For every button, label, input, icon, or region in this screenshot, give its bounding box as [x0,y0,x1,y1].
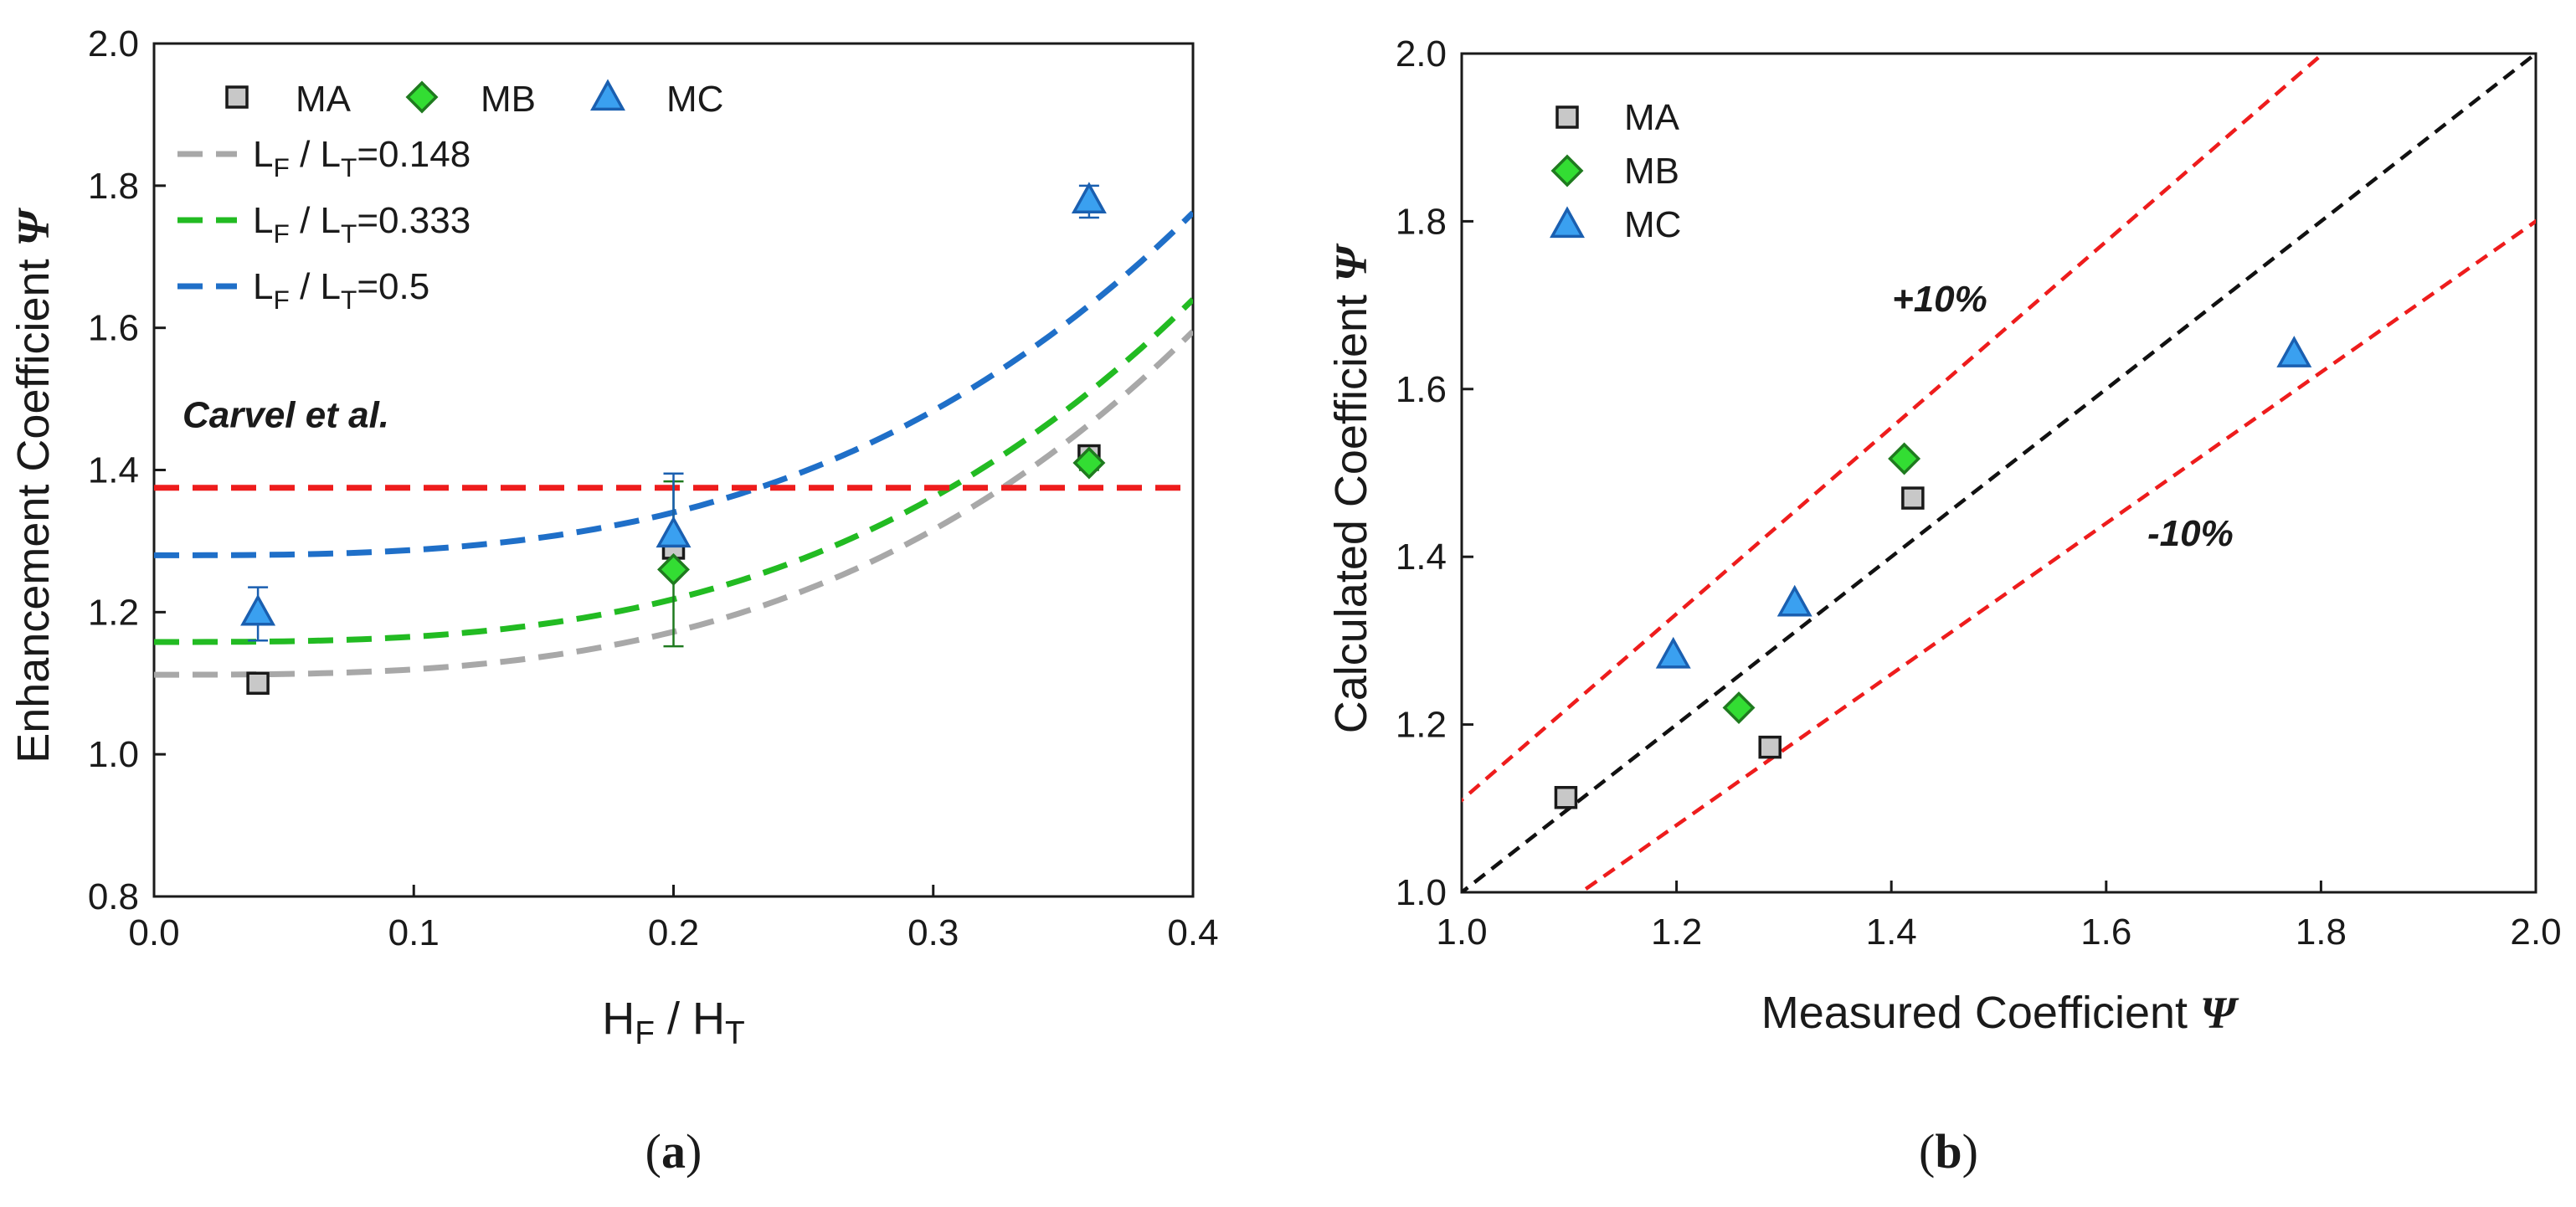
point-mc [1776,584,1812,617]
y-tick-label: 1.4 [88,450,139,491]
x-tick-label: 1.8 [2296,912,2347,953]
point-mc [240,593,276,626]
point-mb [1722,691,1756,725]
x-axis-label: Measured Coefficient Ψ [1761,988,2239,1038]
carvel-label: Carvel et al. [183,395,389,436]
point-ma [246,671,270,695]
panel-b-chart: 1.0 1.2 1.4 1.6 1.8 2.0 1.0 1.2 1.4 1.6 1.8 2.0 Meas… [1326,33,2562,1179]
point-ma [1758,735,1782,759]
x-tick-label: 0.3 [908,912,959,953]
reference-line-plus10 [1462,54,2327,803]
x-tick-label: 0.2 [648,912,699,953]
y-tick-label: 1.8 [1396,201,1447,242]
point-mb [1072,446,1106,480]
y-tick-label: 1.0 [1396,872,1447,913]
point-mc [1071,182,1107,213]
legend-label-ma: MA [296,79,352,120]
x-tick-label: 1.4 [1866,912,1917,953]
point-ma [1554,786,1578,809]
legend-marker-mc [590,79,625,111]
x-tick-label: 0.0 [128,912,179,953]
x-tick-label: 0.4 [1167,912,1218,953]
plot-b-area [1462,54,2536,892]
y-tick-label: 1.4 [1396,537,1447,578]
x-tick-label: 0.1 [388,912,440,953]
y-axis-label: Calculated Coefficient Ψ [1326,243,1376,733]
legend-label-ratio-0.5: LF​ / LT​=0.5 [253,266,429,315]
legend-marker-mc [1550,206,1585,239]
legend-label-ratio-0.148: LF​ / LT​=0.148 [253,134,470,182]
legend-label-mb: MB [1624,151,1679,192]
x-tick-label: 2.0 [2510,912,2561,953]
plus-10-label: +10% [1892,279,1987,320]
legend-label-mc: MC [1624,204,1681,245]
caption-a: (a) [645,1124,702,1179]
legend-label-ratio-0.333: LF​ / LT​=0.333 [253,200,470,249]
point-mc [2276,336,2312,367]
y-tick-label: 1.2 [1396,705,1447,746]
legend-label-mc: MC [666,79,723,120]
point-mc [1655,636,1691,669]
y-tick-label: 0.8 [88,876,139,917]
point-mb [657,552,690,586]
y-tick-label: 1.0 [88,734,139,775]
y-tick-label: 1.6 [1396,369,1447,410]
x-tick-label: 1.0 [1436,912,1487,953]
reference-line-minus10 [1577,218,2536,892]
reference-line-1to1 [1462,54,2536,892]
panel-a-chart: 0.0 0.1 0.2 0.3 0.4 0.8 1.0 1.2 1.4 1.6 1.8 2.0 HF​ … [8,23,1219,1179]
y-tick-label: 1.2 [88,592,139,633]
y-tick-label: 2.0 [1396,33,1447,74]
legend-marker-ma [1555,105,1579,129]
x-tick-label: 1.6 [2080,912,2131,953]
legend-label-ma: MA [1624,97,1680,138]
point-mb [1888,442,1921,475]
point-mc [656,516,692,548]
y-tick-label: 1.6 [88,308,139,349]
y-tick-label: 2.0 [88,23,139,64]
plot-frame [1460,52,2537,894]
legend-marker-mb [405,80,439,114]
caption-b: (b) [1919,1124,1978,1179]
y-axis-label: Enhancement Coefficient Ψ [8,207,59,763]
x-axis-label: HF​ / HT​ [602,994,745,1051]
x-tick-label: 1.2 [1651,912,1702,953]
y-tick-label: 1.8 [88,166,139,207]
legend-marker-ma [225,85,249,109]
legend-marker-mb [1550,154,1584,187]
legend-label-mb: MB [481,79,536,120]
point-ma [1901,486,1925,510]
minus-10-label: -10% [2147,513,2234,554]
